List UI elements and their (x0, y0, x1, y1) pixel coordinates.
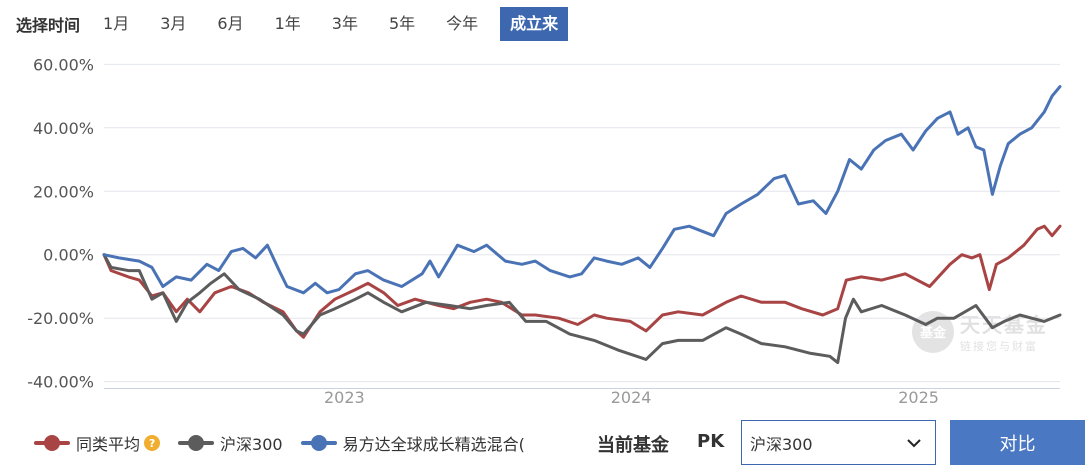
pk-label: PK (697, 431, 725, 452)
range-option-1y[interactable]: 1年 (274, 14, 301, 33)
range-option-since-inception[interactable]: 成立来 (500, 7, 569, 41)
legend-label: 易方达全球成长精选混合( (342, 435, 525, 454)
range-label: 选择时间 (16, 16, 81, 35)
series-line-2 (102, 85, 1062, 295)
range-option-1m[interactable]: 1月 (103, 14, 130, 33)
range-option-6m[interactable]: 6月 (217, 14, 244, 33)
performance-chart: 60.00% 40.00% 20.00% 0.00% -20.00% -40.00% 202… (27, 58, 1062, 407)
chevron-down-icon (907, 439, 921, 448)
legend-marker (300, 435, 337, 451)
legend-dot (44, 435, 60, 451)
series-line-1 (102, 253, 1062, 365)
y-tick-label: 40.00% (33, 119, 94, 138)
legend-item-csi300[interactable]: 沪深300 (178, 431, 283, 455)
compare-button[interactable]: 对比 (950, 420, 1085, 465)
range-option-5y[interactable]: 5年 (388, 14, 416, 33)
y-tick-label: -20.00% (27, 309, 94, 328)
y-tick-label: 60.00% (33, 58, 94, 74)
x-tick-label: 2025 (898, 388, 939, 407)
legend-label: 沪深300 (220, 435, 283, 454)
x-tick-label: 2024 (611, 388, 652, 407)
question-icon[interactable]: ? (144, 435, 161, 451)
compare-select[interactable]: 沪深300 (741, 420, 936, 465)
range-option-3m[interactable]: 3月 (160, 14, 187, 33)
y-tick-label: -40.00% (27, 373, 94, 392)
legend-dot (310, 435, 327, 451)
range-option-3y[interactable]: 3年 (331, 14, 358, 33)
legend-dot (188, 435, 205, 451)
legend-item-fund[interactable]: 易方达全球成长精选混合( (300, 431, 525, 455)
y-tick-label: 0.00% (43, 246, 94, 265)
current-fund-label: 当前基金 (597, 435, 669, 456)
y-tick-label: 20.00% (33, 182, 94, 201)
range-option-ytd[interactable]: 今年 (446, 14, 479, 33)
legend-item-category-average[interactable]: 同类平均 ? (34, 431, 161, 455)
legend-marker (178, 435, 215, 451)
watermark-subtitle: 链接您与财富 (960, 340, 1038, 353)
legend-label: 同类平均 (76, 435, 141, 454)
compare-select-value: 沪深300 (750, 434, 813, 454)
range-selector: 选择时间 1月 3月 6月 1年 3年 5年 今年 成立来 (0, 6, 581, 42)
legend-marker (34, 435, 70, 451)
x-tick-label: 2023 (324, 388, 365, 407)
chart-legend: 同类平均 ? 沪深300 易方达全球成长精选混合( (34, 431, 543, 455)
